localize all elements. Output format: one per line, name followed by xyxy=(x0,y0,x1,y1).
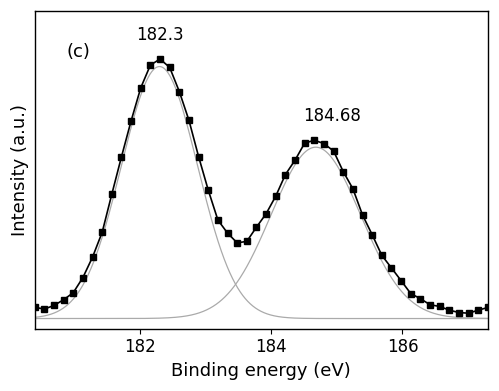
Text: 182.3: 182.3 xyxy=(136,26,183,44)
Y-axis label: Intensity (a.u.): Intensity (a.u.) xyxy=(11,104,29,236)
Text: (c): (c) xyxy=(66,43,90,61)
X-axis label: Binding energy (eV): Binding energy (eV) xyxy=(171,362,351,380)
Text: 184.68: 184.68 xyxy=(303,106,361,124)
